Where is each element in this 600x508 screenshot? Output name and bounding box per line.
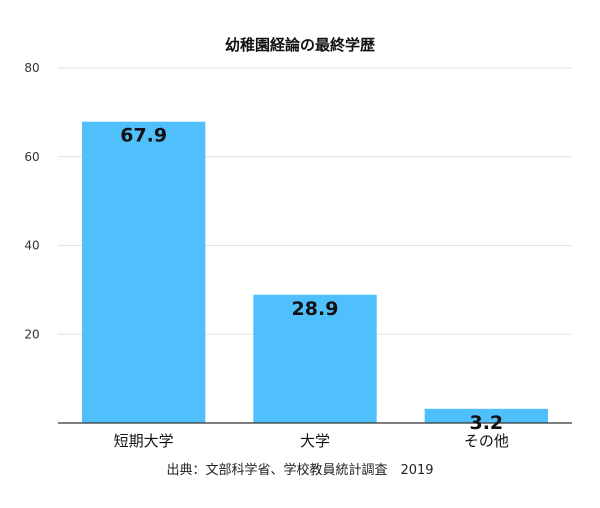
- y-tick-label: 40: [24, 239, 39, 253]
- y-axis-ticks: 20 40 60 80: [24, 61, 39, 341]
- bar: [424, 408, 549, 423]
- bar-value-label: 3.2: [469, 412, 503, 434]
- y-tick-label: 20: [24, 327, 39, 341]
- bar: [81, 121, 206, 423]
- bar-value-label: 67.9: [120, 125, 167, 147]
- x-category-label: その他: [464, 432, 509, 450]
- source-note: 出典：文部科学省、学校教員統計調査 2019: [166, 462, 433, 478]
- value-labels: 67.9 28.9 3.2: [120, 125, 503, 434]
- y-tick-label: 60: [24, 150, 39, 164]
- x-category-label: 大学: [300, 432, 330, 450]
- chart-title: 幼稚園経論の最終学歴: [225, 36, 375, 54]
- bar-value-label: 28.9: [292, 298, 339, 320]
- x-category-label: 短期大学: [114, 432, 174, 450]
- y-tick-label: 80: [24, 61, 39, 75]
- bar: [253, 294, 377, 423]
- bars: [81, 121, 549, 423]
- x-axis-categories: 短期大学 大学 その他: [114, 432, 509, 450]
